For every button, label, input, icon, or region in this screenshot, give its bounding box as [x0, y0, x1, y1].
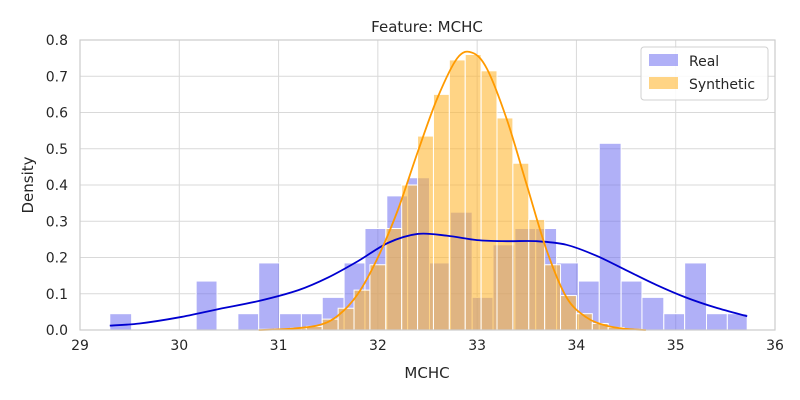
synthetic-bar: [512, 162, 530, 331]
real-bar: [598, 142, 622, 331]
synthetic-bar: [432, 93, 450, 331]
x-tick-label: 30: [170, 338, 188, 354]
synthetic-bar: [496, 117, 514, 331]
y-tick-label: 0.6: [46, 106, 68, 122]
y-tick-label: 0.0: [46, 323, 68, 339]
plot-frame: [79, 39, 776, 331]
synthetic-bar: [369, 264, 387, 331]
legend-swatch-real: [649, 54, 678, 66]
real-bar: [641, 296, 665, 331]
x-tick-label: 31: [270, 338, 288, 354]
synthetic-bar: [448, 59, 466, 331]
synthetic-bars: [258, 54, 641, 331]
synthetic-bar: [337, 307, 355, 331]
y-tick-label: 0.8: [46, 33, 68, 49]
real-bar: [109, 313, 133, 331]
tick-labels: 29 30 31 32 33 34 35 36 0.0 0.1 0.2 0.3 0.4 0.5 0.6 0.7…: [46, 33, 784, 354]
y-tick-label: 0.1: [46, 287, 68, 303]
legend: Real Synthetic: [640, 46, 769, 101]
legend-swatch-synthetic: [649, 77, 678, 89]
synthetic-kde-line: [258, 50, 646, 331]
real-bar: [684, 262, 707, 331]
y-tick-label: 0.3: [46, 214, 68, 230]
legend-label-real: Real: [689, 54, 719, 70]
real-bar: [620, 280, 643, 331]
real-bar: [705, 313, 728, 331]
x-tick-label: 35: [667, 338, 685, 354]
x-tick-label: 36: [766, 338, 784, 354]
real-bar: [237, 313, 260, 331]
y-tick-label: 0.7: [46, 69, 68, 85]
real-bar: [195, 280, 218, 331]
synthetic-bar: [480, 70, 498, 331]
real-bar: [663, 313, 686, 331]
synthetic-bar: [464, 54, 482, 331]
synthetic-bar: [401, 184, 419, 331]
legend-label-synthetic: Synthetic: [689, 77, 755, 93]
x-tick-label: 29: [71, 338, 89, 354]
kde-lines: [109, 50, 748, 331]
x-tick-label: 34: [568, 338, 586, 354]
y-tick-label: 0.5: [46, 142, 68, 158]
x-tick-label: 32: [369, 338, 387, 354]
y-axis-label: Density: [19, 156, 37, 213]
synthetic-bar: [544, 264, 562, 331]
x-axis-label: MCHC: [404, 364, 449, 382]
chart-title: Feature: MCHC: [371, 18, 483, 36]
y-tick-label: 0.2: [46, 251, 68, 267]
x-tick-label: 33: [468, 338, 486, 354]
real-kde-line: [109, 232, 748, 327]
y-tick-label: 0.4: [46, 178, 68, 194]
